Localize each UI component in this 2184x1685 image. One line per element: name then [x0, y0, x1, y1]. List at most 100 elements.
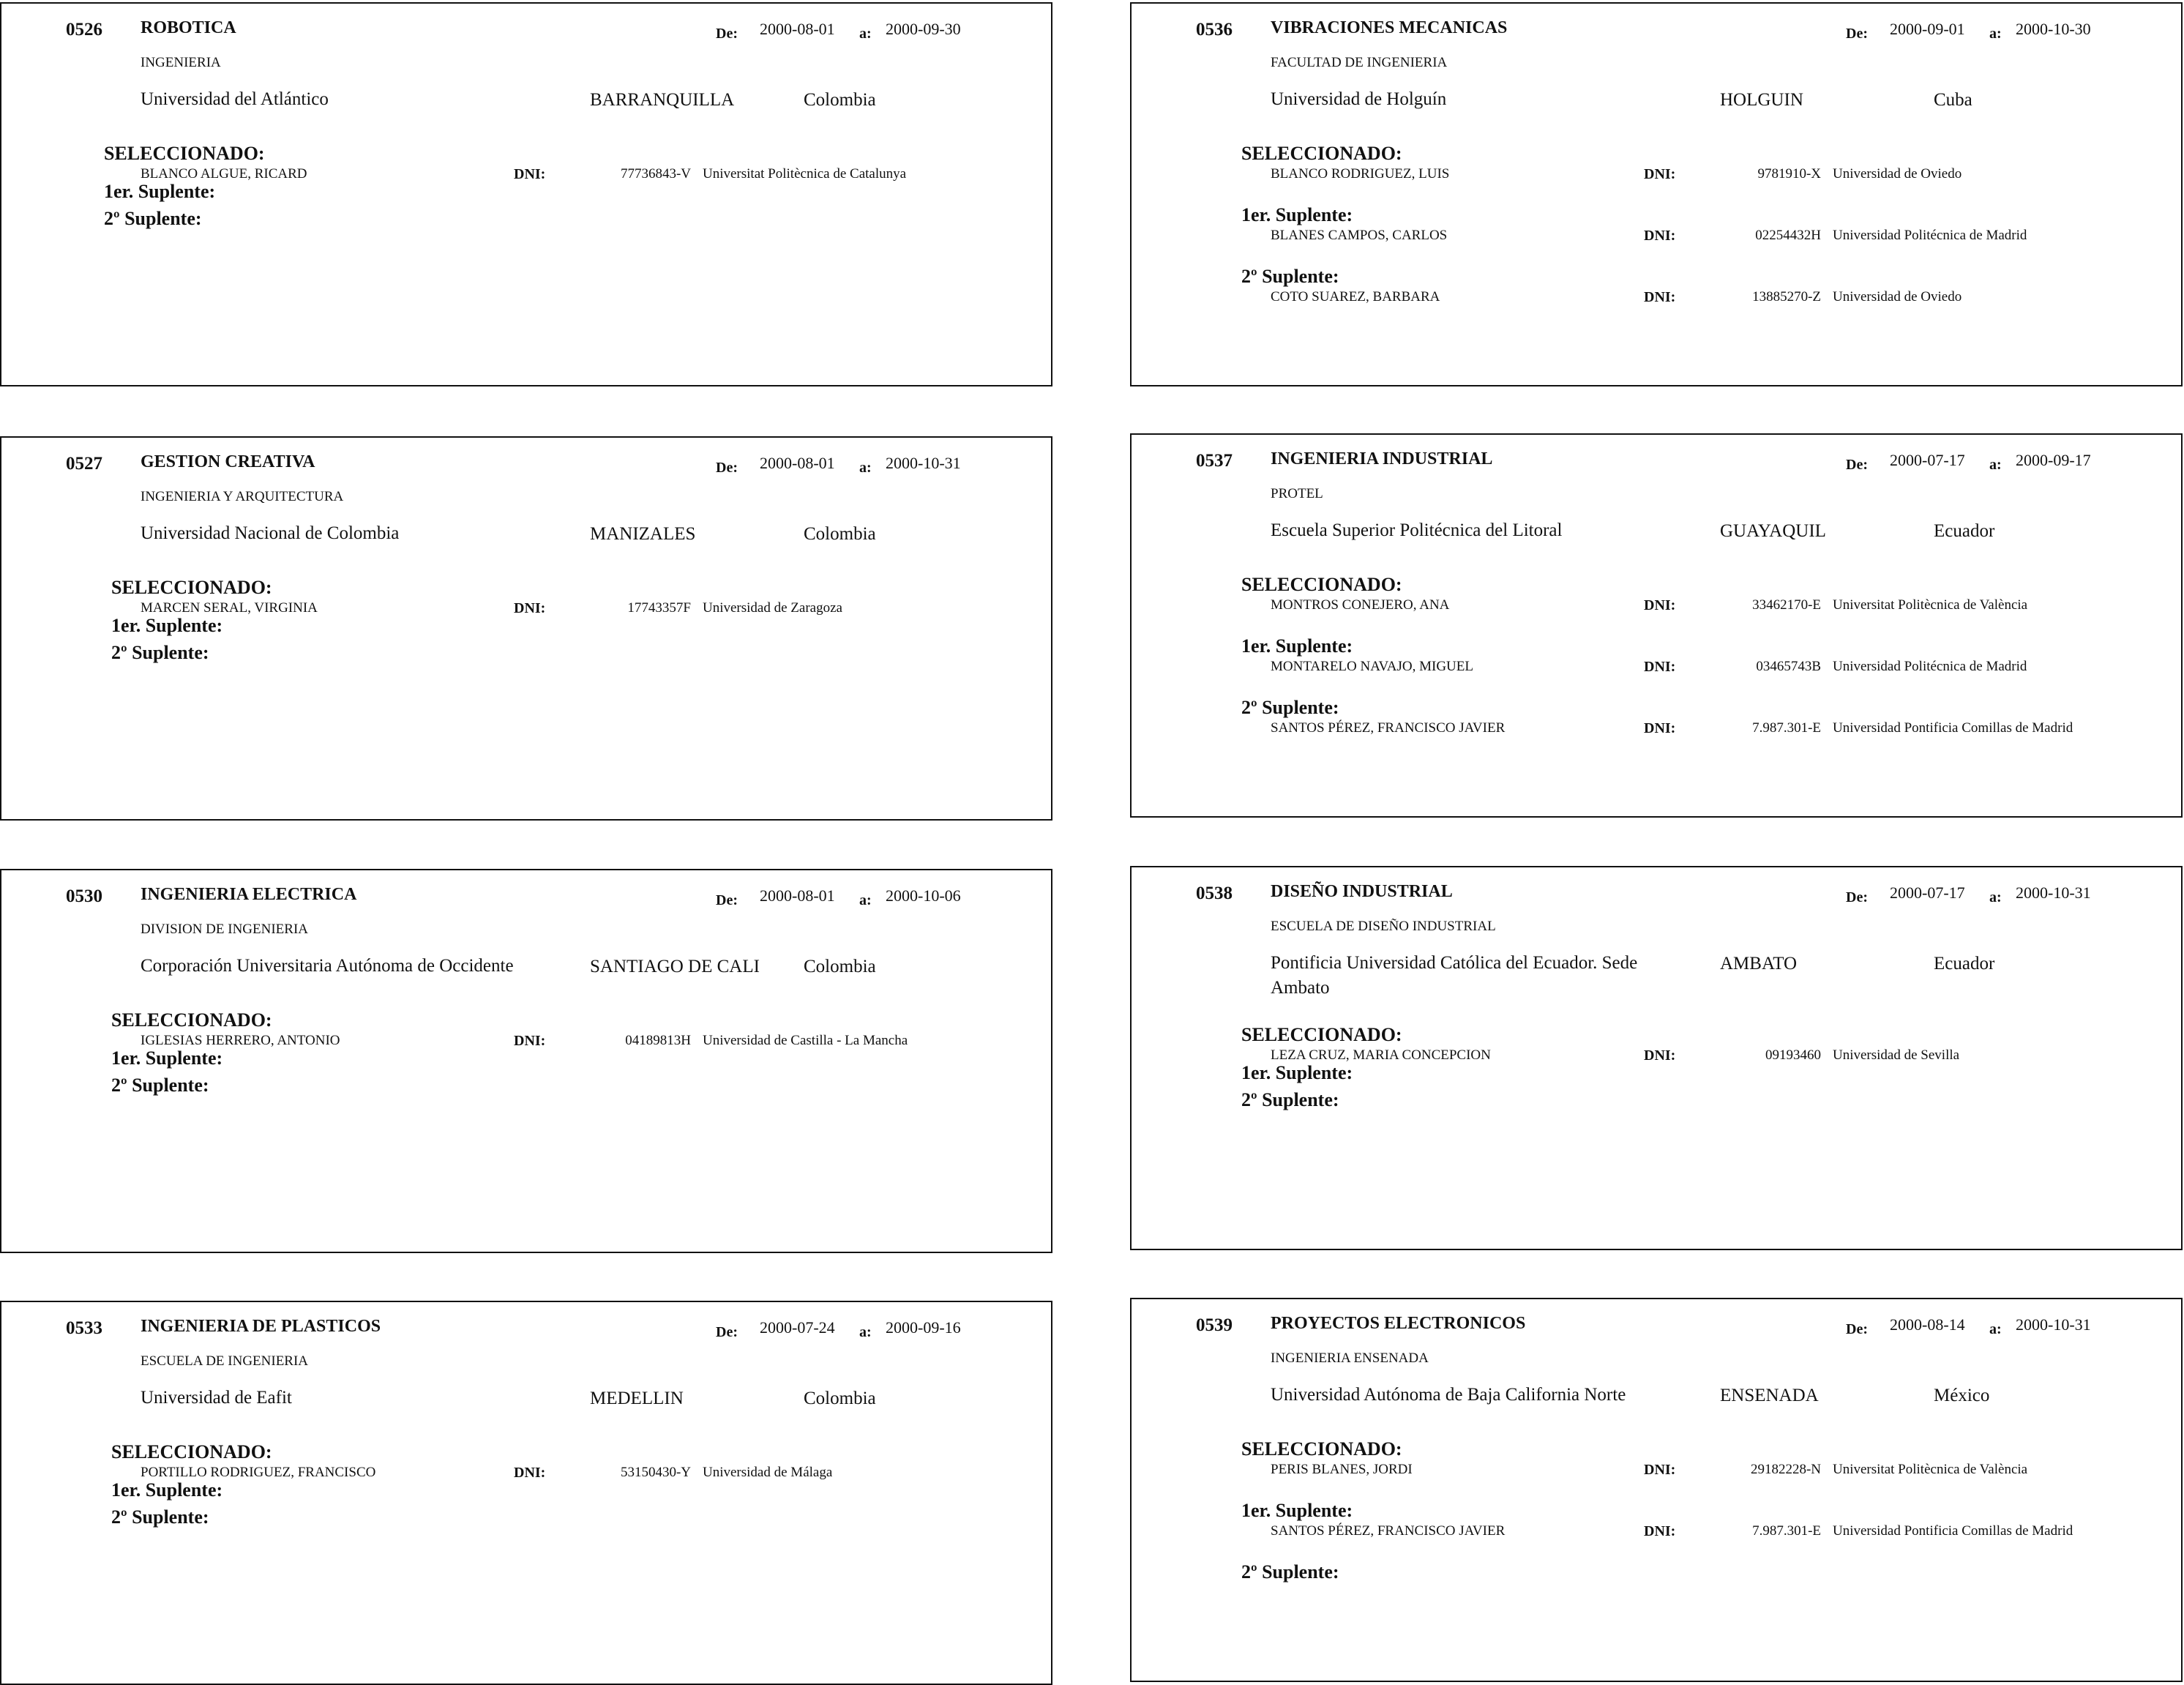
- card-code: 0537: [1196, 451, 1233, 471]
- selected-heading: SELECCIONADO:: [111, 1009, 272, 1031]
- card-code: 0533: [66, 1318, 102, 1338]
- second-substitute-heading: 2º Suplente:: [104, 208, 202, 229]
- country: Ecuador: [1934, 521, 1995, 541]
- selected-dni: 09193460: [1765, 1047, 1821, 1063]
- country: Colombia: [804, 1389, 876, 1408]
- city: MANIZALES: [590, 524, 696, 544]
- second-substitute-heading: 2º Suplente:: [1241, 1089, 1339, 1110]
- faculty: INGENIERIA ENSENADA: [1271, 1350, 1429, 1366]
- host-university: Universidad de Eafit: [141, 1388, 292, 1408]
- from-label: De:: [716, 1324, 738, 1340]
- selected-university: Universidad de Málaga: [703, 1465, 833, 1480]
- scholarship-card: 0533 INGENIERIA DE PLASTICOS De: 2000-07…: [0, 1301, 1052, 1685]
- card-code: 0536: [1196, 20, 1233, 40]
- selected-name: MARCEN SERAL, VIRGINIA: [141, 600, 318, 616]
- card-title: INGENIERIA ELECTRICA: [141, 885, 357, 904]
- card-title: INGENIERIA INDUSTRIAL: [1271, 449, 1493, 468]
- card-title: VIBRACIONES MECANICAS: [1271, 18, 1508, 37]
- from-label: De:: [1846, 457, 1868, 473]
- first-substitute-heading: 1er. Suplente:: [111, 1047, 223, 1069]
- selected-name: PORTILLO RODRIGUEZ, FRANCISCO: [141, 1465, 376, 1480]
- host-university: Universidad de Holguín: [1271, 89, 1447, 109]
- selected-heading: SELECCIONADO:: [1241, 1024, 1402, 1045]
- to-label: a:: [1989, 26, 2002, 42]
- selected-university: Universitat Politècnica de València: [1833, 1462, 2028, 1477]
- scholarship-card: 0537 INGENIERIA INDUSTRIAL De: 2000-07-1…: [1130, 433, 2183, 818]
- selected-dni-label: DNI:: [514, 166, 546, 182]
- selected-university: Universidad de Oviedo: [1833, 166, 1962, 182]
- selected-dni-label: DNI:: [1644, 1462, 1676, 1478]
- selected-dni: 33462170-E: [1752, 597, 1821, 613]
- second-substitute-heading: 2º Suplente:: [1241, 1561, 1339, 1583]
- first-substitute-dni: 02254432H: [1755, 228, 1821, 243]
- selected-name: LEZA CRUZ, MARIA CONCEPCION: [1271, 1047, 1491, 1063]
- selected-name: IGLESIAS HERRERO, ANTONIO: [141, 1033, 340, 1048]
- selected-university: Universidad de Zaragoza: [703, 600, 842, 616]
- first-substitute-heading: 1er. Suplente:: [111, 615, 223, 636]
- to-label: a:: [859, 1324, 872, 1340]
- selected-heading: SELECCIONADO:: [1241, 1438, 1402, 1460]
- card-code: 0526: [66, 20, 102, 40]
- second-substitute-heading: 2º Suplente:: [1241, 266, 1339, 287]
- from-date: 2000-07-17: [1890, 883, 1965, 902]
- to-label: a:: [859, 26, 872, 42]
- to-date: 2000-09-16: [886, 1318, 961, 1337]
- to-date: 2000-10-31: [2016, 1315, 2091, 1334]
- selected-dni-label: DNI:: [514, 1033, 546, 1049]
- selected-name: BLANCO ALGUE, RICARD: [141, 166, 307, 182]
- city: GUAYAQUIL: [1720, 521, 1826, 541]
- selected-university: Universitat Politècnica de Catalunya: [703, 166, 907, 182]
- second-substitute-heading: 2º Suplente:: [111, 1506, 209, 1528]
- card-title: DISEÑO INDUSTRIAL: [1271, 882, 1453, 901]
- to-label: a:: [1989, 457, 2002, 473]
- from-date: 2000-07-24: [760, 1318, 835, 1337]
- faculty: PROTEL: [1271, 486, 1323, 501]
- to-date: 2000-10-06: [886, 886, 961, 905]
- host-university: Universidad Nacional de Colombia: [141, 523, 400, 543]
- first-substitute-heading: 1er. Suplente:: [1241, 1500, 1353, 1521]
- country: Colombia: [804, 957, 876, 976]
- host-university: Escuela Superior Politécnica del Litoral: [1271, 520, 1563, 540]
- host-university: Pontificia Universidad Católica del Ecua…: [1271, 953, 1638, 998]
- selected-dni-label: DNI:: [514, 600, 546, 616]
- selected-dni: 17743357F: [627, 600, 691, 616]
- first-substitute-name: BLANES CAMPOS, CARLOS: [1271, 228, 1448, 243]
- card-title: PROYECTOS ELECTRONICOS: [1271, 1314, 1526, 1333]
- scholarship-card: 0527 GESTION CREATIVA De: 2000-08-01 a: …: [0, 436, 1052, 821]
- selected-dni-label: DNI:: [514, 1465, 546, 1481]
- selected-name: MONTROS CONEJERO, ANA: [1271, 597, 1450, 613]
- first-substitute-name: SANTOS PÉREZ, FRANCISCO JAVIER: [1271, 1523, 1506, 1539]
- first-substitute-dni-label: DNI:: [1644, 228, 1676, 244]
- scholarship-card: 0536 VIBRACIONES MECANICAS De: 2000-09-0…: [1130, 2, 2183, 386]
- second-substitute-dni-label: DNI:: [1644, 720, 1676, 736]
- selected-dni: 53150430-Y: [620, 1465, 691, 1480]
- to-label: a:: [859, 892, 872, 908]
- city: AMBATO: [1720, 954, 1798, 974]
- selected-dni-label: DNI:: [1644, 597, 1676, 613]
- second-substitute-dni: 13885270-Z: [1752, 289, 1821, 305]
- to-date: 2000-09-30: [886, 20, 961, 38]
- from-date: 2000-08-01: [760, 454, 835, 472]
- to-label: a:: [859, 460, 872, 476]
- selected-dni-label: DNI:: [1644, 1047, 1676, 1064]
- first-substitute-university: Universidad Pontificia Comillas de Madri…: [1833, 1523, 2073, 1539]
- from-label: De:: [716, 892, 738, 908]
- selected-dni: 9781910-X: [1757, 166, 1821, 182]
- selected-heading: SELECCIONADO:: [1241, 574, 1402, 595]
- selected-university: Universidad de Castilla - La Mancha: [703, 1033, 908, 1048]
- selected-heading: SELECCIONADO:: [104, 143, 265, 164]
- selected-name: BLANCO RODRIGUEZ, LUIS: [1271, 166, 1450, 182]
- to-label: a:: [1989, 1321, 2002, 1337]
- from-label: De:: [1846, 26, 1868, 42]
- selected-university: Universidad de Sevilla: [1833, 1047, 1960, 1063]
- selected-dni: 77736843-V: [620, 166, 691, 182]
- second-substitute-heading: 2º Suplente:: [111, 1075, 209, 1096]
- country: Cuba: [1934, 90, 1972, 110]
- first-substitute-heading: 1er. Suplente:: [1241, 1062, 1353, 1083]
- scholarship-card: 0526 ROBOTICA De: 2000-08-01 a: 2000-09-…: [0, 2, 1052, 386]
- from-date: 2000-08-14: [1890, 1315, 1965, 1334]
- first-substitute-university: Universidad Politécnica de Madrid: [1833, 228, 2027, 243]
- first-substitute-dni-label: DNI:: [1644, 659, 1676, 675]
- first-substitute-heading: 1er. Suplente:: [111, 1479, 223, 1501]
- card-title: INGENIERIA DE PLASTICOS: [141, 1317, 381, 1336]
